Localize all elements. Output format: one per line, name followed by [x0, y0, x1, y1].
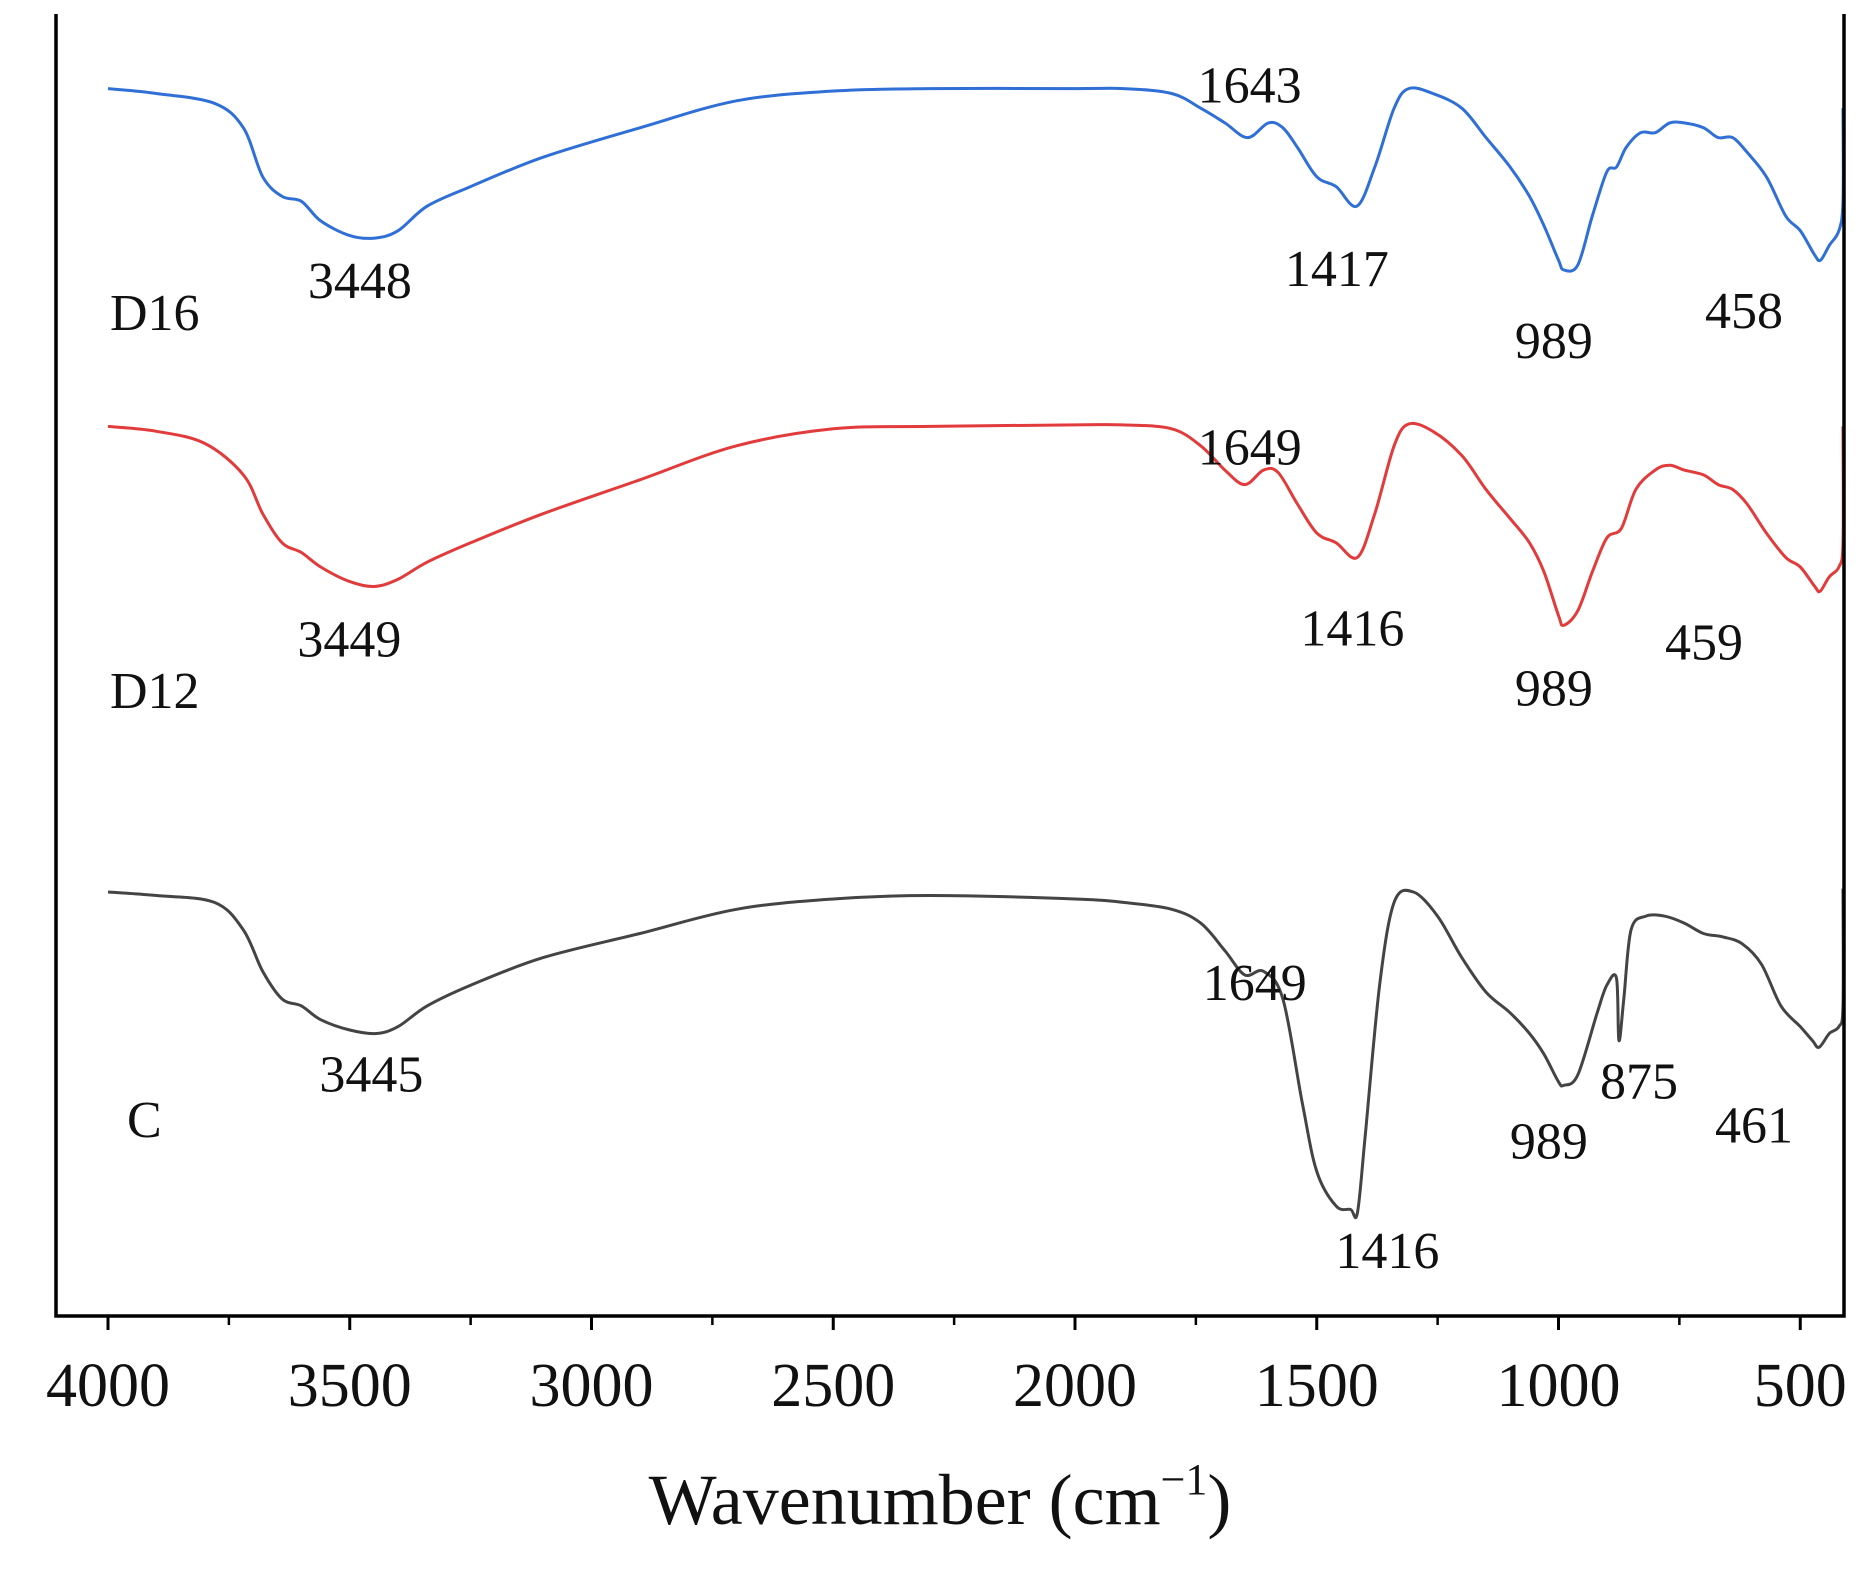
peak-label-c-1416: 1416: [1335, 1223, 1439, 1280]
peak-label-d16-3448: 3448: [308, 253, 412, 310]
series-line-d12: [107, 421, 1845, 627]
peak-label-d12-989: 989: [1515, 660, 1593, 717]
peak-label-c-989: 989: [1510, 1113, 1588, 1170]
plot-frame: [54, 14, 1846, 1318]
label-layer: D16 D12 C 3448 1643 1417 989 458 3449 1649 1416 989…: [110, 58, 1793, 1280]
peak-label-d12-1416: 1416: [1300, 600, 1404, 657]
series-label-d12: D12: [110, 663, 200, 720]
x-axis-title-superscript: −1: [1161, 1455, 1208, 1504]
peak-label-d12-459: 459: [1665, 614, 1743, 671]
series-line-d16: [107, 86, 1845, 273]
x-tick-label-3500: 3500: [288, 1352, 412, 1420]
peak-label-c-3445: 3445: [319, 1047, 423, 1104]
peak-label-d12-3449: 3449: [297, 611, 401, 668]
peak-label-d16-989: 989: [1515, 313, 1593, 370]
peak-label-d16-1417: 1417: [1285, 241, 1389, 298]
peak-label-c-461: 461: [1715, 1097, 1793, 1154]
x-tick-label-3000: 3000: [530, 1352, 654, 1420]
peak-label-c-875: 875: [1600, 1053, 1678, 1110]
peak-label-d16-458: 458: [1705, 283, 1783, 340]
x-axis-title-text: Wavenumber (cm: [649, 1460, 1161, 1540]
x-tick-label-1000: 1000: [1497, 1352, 1621, 1420]
peak-label-d16-1643: 1643: [1198, 58, 1302, 115]
x-axis-ticks: 4000 3500 3000 2500 2000 1500 1000 500: [46, 1316, 1847, 1420]
x-tick-label-2000: 2000: [1013, 1352, 1137, 1420]
x-tick-label-2500: 2500: [771, 1352, 895, 1420]
series-label-d16: D16: [110, 285, 200, 342]
x-axis-title: Wavenumber (cm−1): [649, 1455, 1232, 1540]
peak-label-d12-1649: 1649: [1198, 420, 1302, 477]
series-layer: [107, 86, 1845, 1220]
x-axis-title-close: ): [1207, 1460, 1231, 1540]
series-line-c: [107, 888, 1845, 1220]
x-tick-label-4000: 4000: [46, 1352, 170, 1420]
series-label-c: C: [127, 1092, 162, 1149]
x-tick-label-500: 500: [1754, 1352, 1847, 1420]
peak-label-c-1649: 1649: [1203, 955, 1307, 1012]
x-tick-label-1500: 1500: [1255, 1352, 1379, 1420]
